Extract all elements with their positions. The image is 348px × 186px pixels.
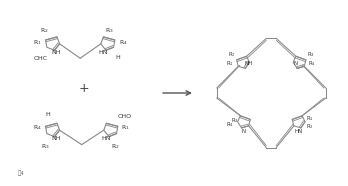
Text: R$_3$: R$_3$: [231, 116, 239, 125]
Text: R$_1$: R$_1$: [33, 38, 41, 47]
Text: R$_2$: R$_2$: [111, 142, 120, 151]
Text: R$_3$: R$_3$: [307, 50, 315, 59]
Text: N: N: [293, 61, 297, 66]
Text: H: H: [115, 55, 120, 60]
Text: R$_4$: R$_4$: [226, 120, 234, 129]
Text: HN: HN: [102, 136, 111, 141]
Text: OHC: OHC: [34, 56, 48, 61]
Text: N: N: [242, 129, 246, 134]
Text: R$_1$: R$_1$: [121, 123, 130, 132]
Text: R$_2$: R$_2$: [40, 26, 48, 35]
Text: NH: NH: [51, 50, 61, 55]
Text: HN: HN: [99, 50, 108, 55]
Text: R$_3$: R$_3$: [41, 142, 49, 151]
Text: R$_2$: R$_2$: [228, 50, 236, 59]
Text: 图4: 图4: [18, 171, 24, 176]
Text: CHO: CHO: [117, 114, 132, 119]
Text: R$_1$: R$_1$: [227, 59, 234, 68]
Text: NH: NH: [51, 136, 61, 141]
Text: R$_2$: R$_2$: [306, 122, 314, 131]
Text: H: H: [46, 112, 50, 117]
Text: NH: NH: [244, 61, 252, 66]
Text: R$_4$: R$_4$: [33, 123, 41, 132]
Text: R$_4$: R$_4$: [308, 59, 316, 68]
Text: HN: HN: [295, 129, 303, 134]
Text: R$_1$: R$_1$: [306, 114, 314, 123]
Text: R$_4$: R$_4$: [119, 38, 128, 47]
Text: +: +: [78, 81, 89, 94]
Text: R$_3$: R$_3$: [105, 26, 114, 35]
